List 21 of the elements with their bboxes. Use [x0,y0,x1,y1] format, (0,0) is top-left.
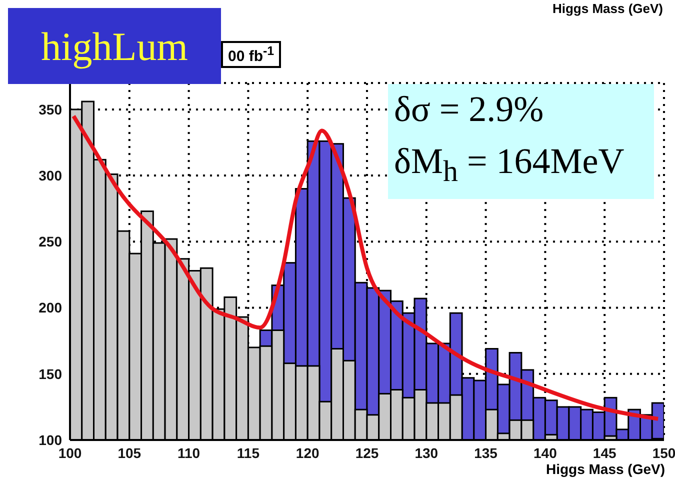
annotation: δσ = 2.9% [393,88,544,130]
y-tick-label: 250 [38,234,62,250]
x-tick-label: 150 [652,444,675,461]
x-tick-label: 125 [355,444,379,461]
x-axis-title: Higgs Mass (GeV) [546,461,665,477]
x-tick-label: 110 [178,444,200,461]
x-tick-label: 120 [296,444,320,461]
x-tick-label: 140 [534,444,558,461]
y-tick-label: 350 [38,101,62,118]
text: 00 fb$^{-1}$ [221,41,282,68]
chart-title: Higgs Mass (GeV) [552,1,663,16]
y-tick-label: 200 [38,300,62,316]
x-tick-label: 105 [118,444,142,461]
x-tick-label: 130 [414,444,438,461]
x-tick-label: 135 [474,444,498,461]
x-tick-label: 115 [236,444,260,461]
annotation: δM$_{h}$ = 164MeV [393,140,624,190]
text: highLum [8,8,221,84]
y-tick-label: 150 [38,366,62,382]
y-tick-label: 300 [38,168,62,184]
x-tick-label: 145 [592,444,616,461]
